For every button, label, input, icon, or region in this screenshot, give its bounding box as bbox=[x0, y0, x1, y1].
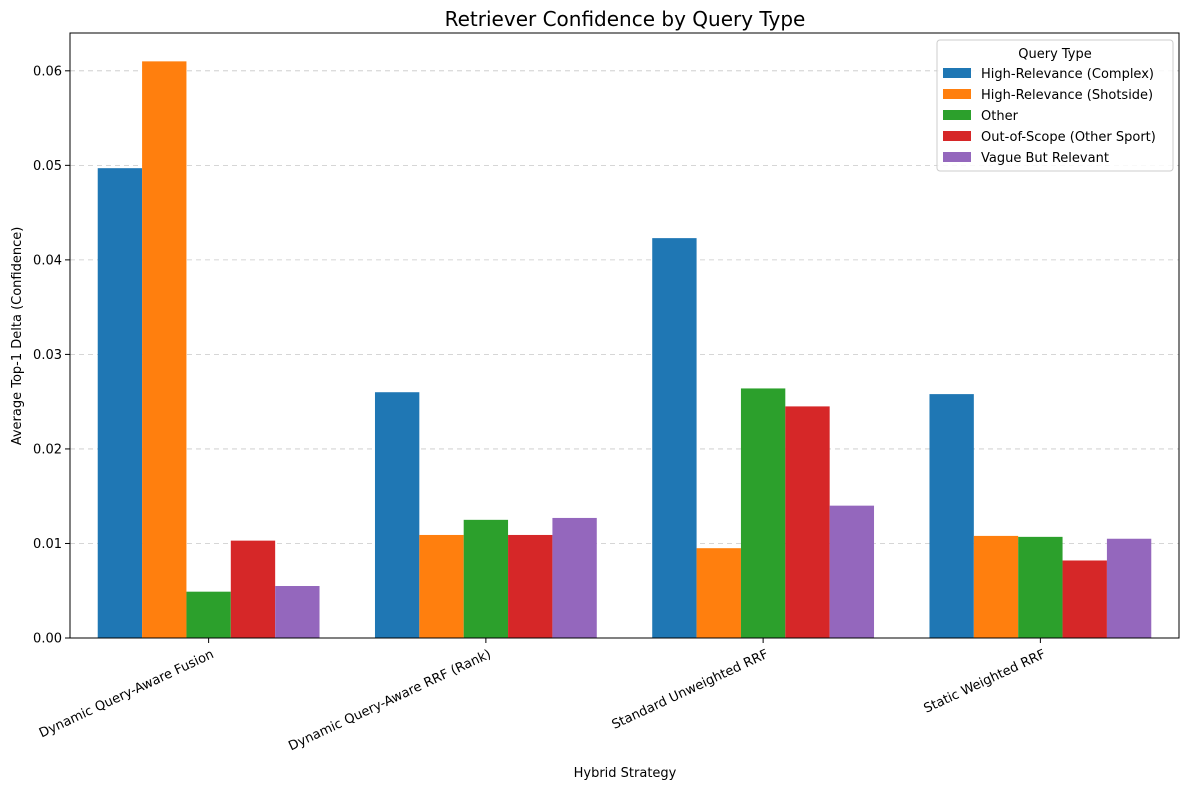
axes bbox=[69, 32, 1180, 639]
legend-label: Out-of-Scope (Other Sport) bbox=[981, 130, 1156, 145]
bar bbox=[552, 517, 597, 638]
bar bbox=[785, 406, 830, 638]
bar bbox=[186, 591, 231, 638]
legend-swatch bbox=[943, 89, 971, 99]
bar bbox=[1062, 560, 1107, 638]
bar bbox=[1018, 536, 1063, 638]
y-tick-label: 0.06 bbox=[33, 64, 62, 79]
y-tick-label: 0.03 bbox=[33, 348, 62, 363]
legend-label: Vague But Relevant bbox=[981, 151, 1109, 166]
bar bbox=[142, 61, 187, 638]
bar bbox=[973, 535, 1019, 638]
legend: Query Type High-Relevance (Complex) High-R… bbox=[936, 39, 1174, 172]
bar bbox=[275, 586, 320, 638]
bar bbox=[463, 519, 509, 638]
legend-swatch bbox=[943, 152, 971, 162]
legend-label: Other bbox=[981, 109, 1019, 124]
x-tick-label: Dynamic Query-Aware Fusion bbox=[37, 647, 216, 741]
bar bbox=[1106, 538, 1152, 638]
bar bbox=[97, 168, 143, 638]
x-tick-label: Static Weighted RRF bbox=[922, 647, 1048, 717]
x-tick-label: Dynamic Query-Aware RRF (Rank) bbox=[286, 647, 493, 754]
chart-title: Retriever Confidence by Query Type bbox=[445, 7, 806, 31]
legend-title: Query Type bbox=[1018, 47, 1092, 62]
bar bbox=[740, 388, 786, 638]
y-tick-label: 0.00 bbox=[33, 632, 62, 647]
legend-box bbox=[936, 39, 1174, 172]
legend-swatch bbox=[943, 110, 971, 120]
x-axis-label: Hybrid Strategy bbox=[574, 766, 677, 781]
bar bbox=[829, 505, 875, 638]
y-tick-label: 0.05 bbox=[33, 159, 62, 174]
bar bbox=[374, 392, 420, 638]
bars bbox=[97, 61, 1152, 638]
bar bbox=[696, 548, 741, 638]
y-tick-label: 0.04 bbox=[33, 253, 62, 268]
legend-swatch bbox=[943, 131, 971, 141]
x-tick-label: Standard Unweighted RRF bbox=[610, 647, 771, 733]
y-ticks: 0.00 0.01 0.02 0.03 0.04 0.05 0.06 bbox=[33, 64, 70, 647]
legend-label: High-Relevance (Complex) bbox=[981, 67, 1154, 82]
bar bbox=[230, 540, 276, 638]
y-tick-label: 0.01 bbox=[33, 537, 62, 552]
y-axis-label: Average Top-1 Delta (Confidence) bbox=[10, 227, 25, 446]
bar bbox=[419, 534, 464, 638]
x-ticks: Dynamic Query-Aware Fusion Dynamic Query-… bbox=[37, 638, 1048, 754]
bar bbox=[929, 394, 974, 638]
y-tick-label: 0.02 bbox=[33, 442, 62, 457]
legend-label: High-Relevance (Shotside) bbox=[981, 88, 1153, 103]
plot-frame bbox=[69, 32, 1180, 639]
legend-swatch bbox=[943, 68, 971, 78]
bar bbox=[508, 534, 553, 638]
bar bbox=[652, 238, 697, 638]
